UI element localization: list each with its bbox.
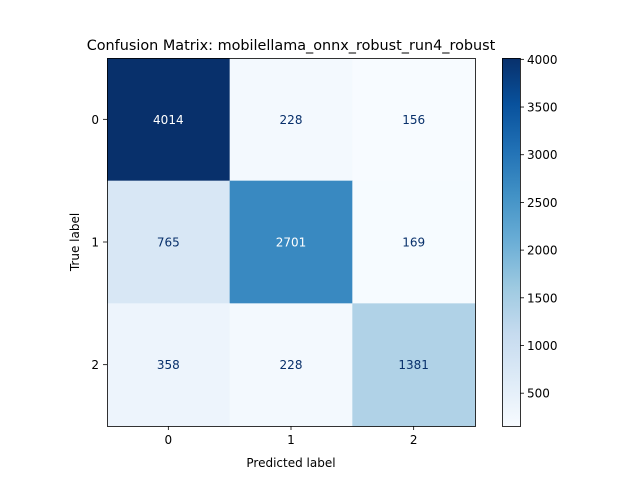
cell-value-label: 169 — [402, 236, 425, 250]
colorbar-tick-label: 1500 — [527, 291, 558, 305]
heatmap-cell — [352, 58, 476, 182]
x-tick-label: 1 — [287, 433, 295, 447]
heatmap-cell — [229, 180, 353, 304]
y-tick-label: 1 — [91, 236, 99, 250]
colorbar-frame — [502, 58, 521, 427]
chart-title: Confusion Matrix: mobilellama_onnx_robus… — [87, 38, 496, 54]
y-axis-ticks: 0 1 2 — [91, 113, 107, 372]
x-axis-label: Predicted label — [246, 456, 335, 470]
x-axis-ticks: 0 1 2 — [165, 426, 418, 447]
cell-value-label: 2701 — [276, 236, 307, 250]
heatmap-cell — [352, 303, 476, 427]
cell-value-label: 765 — [157, 236, 180, 250]
colorbar-tick-label: 2000 — [527, 244, 558, 258]
cell-value-label: 228 — [280, 358, 303, 372]
colorbar-ticks: 500 1000 1500 2000 2500 3000 3500 4000 — [520, 53, 558, 401]
cell-value-label: 4014 — [153, 113, 184, 127]
heatmap-cell-labels: 4014 228 156 765 2701 169 358 228 1381 — [153, 113, 429, 372]
x-tick-label: 2 — [410, 433, 418, 447]
colorbar-gradient — [502, 58, 520, 426]
plot-frame — [107, 58, 476, 427]
y-tick-label: 2 — [91, 358, 99, 372]
y-axis-label: True label — [68, 213, 82, 272]
heatmap-cell — [229, 58, 353, 182]
colorbar-tick-label: 1000 — [527, 339, 558, 353]
heatmap-cell — [107, 180, 231, 304]
heatmap-cell — [352, 180, 476, 304]
cell-value-label: 228 — [280, 113, 303, 127]
cell-value-label: 1381 — [398, 358, 429, 372]
colorbar-tick-label: 3500 — [527, 101, 558, 115]
x-tick-label: 0 — [165, 433, 173, 447]
cell-value-label: 358 — [157, 358, 180, 372]
heatmap-cell — [107, 58, 231, 182]
heatmap-cell — [229, 303, 353, 427]
heatmap-cell — [107, 303, 231, 427]
y-tick-label: 0 — [91, 113, 99, 127]
heatmap-cells — [107, 58, 476, 427]
colorbar-tick-label: 500 — [527, 387, 550, 401]
colorbar-tick-label: 4000 — [527, 53, 558, 67]
colorbar-tick-label: 2500 — [527, 196, 558, 210]
colorbar-tick-label: 3000 — [527, 148, 558, 162]
cell-value-label: 156 — [402, 113, 425, 127]
